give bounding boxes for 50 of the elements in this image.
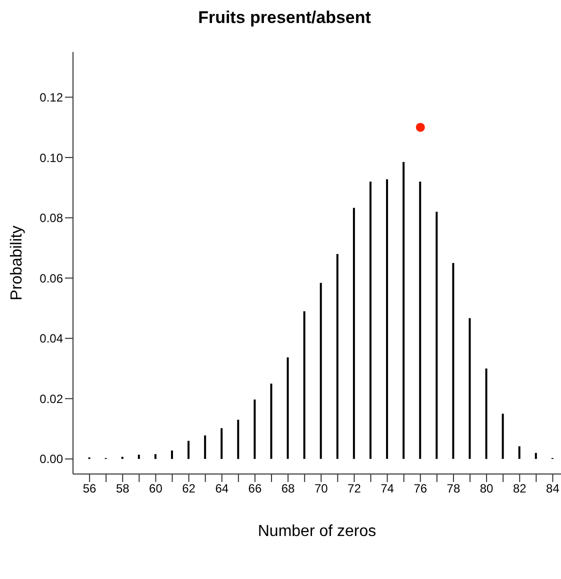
bar (138, 454, 140, 459)
y-tick-label: 0.10 (40, 150, 64, 165)
bar (220, 428, 223, 459)
bar (154, 454, 156, 459)
bar (485, 368, 488, 459)
y-tick-label: 0.12 (40, 90, 64, 104)
x-tick-label: 76 (414, 482, 428, 496)
bar (254, 400, 256, 459)
bar (336, 254, 338, 459)
y-axis-title: Probability (8, 226, 26, 300)
y-tick-label: 0.02 (40, 392, 64, 406)
bar (402, 162, 405, 459)
bar (188, 440, 190, 459)
x-tick-label: 68 (281, 482, 296, 496)
bar (270, 384, 272, 459)
bar (204, 435, 206, 459)
bar (170, 450, 173, 459)
x-tick-label: 64 (215, 482, 229, 496)
bar (286, 357, 289, 459)
bar (419, 182, 422, 459)
bar (452, 263, 454, 459)
bar (502, 414, 504, 459)
x-tick-label: 74 (380, 482, 394, 496)
bar (468, 318, 471, 459)
x-tick-label: 78 (446, 482, 460, 496)
bar (237, 420, 240, 459)
bar (386, 179, 388, 459)
x-tick-label: 82 (512, 482, 527, 496)
bar (352, 208, 355, 459)
x-tick-label: 62 (182, 482, 196, 496)
x-tick-label: 56 (82, 482, 97, 496)
bar (369, 182, 372, 459)
x-tick-label: 80 (480, 482, 494, 496)
bar (303, 311, 306, 459)
chart-title: Fruits present/absent (197, 8, 372, 29)
y-tick-label: 0.00 (40, 452, 64, 466)
x-tick-label: 72 (348, 482, 362, 496)
x-tick-label: 84 (546, 482, 560, 496)
x-tick-label: 66 (248, 482, 262, 496)
bar (320, 282, 322, 459)
x-tick-label: 58 (116, 482, 130, 496)
y-tick-label: 0.08 (40, 211, 64, 226)
bar (518, 446, 520, 459)
bar (436, 212, 438, 459)
y-tick-label: 0.06 (40, 271, 64, 286)
x-tick-label: 60 (149, 482, 163, 496)
y-tick-label: 0.04 (40, 332, 64, 346)
bar (534, 452, 537, 459)
x-axis-title: Number of zeros (258, 523, 376, 540)
x-tick-label: 70 (314, 482, 328, 496)
